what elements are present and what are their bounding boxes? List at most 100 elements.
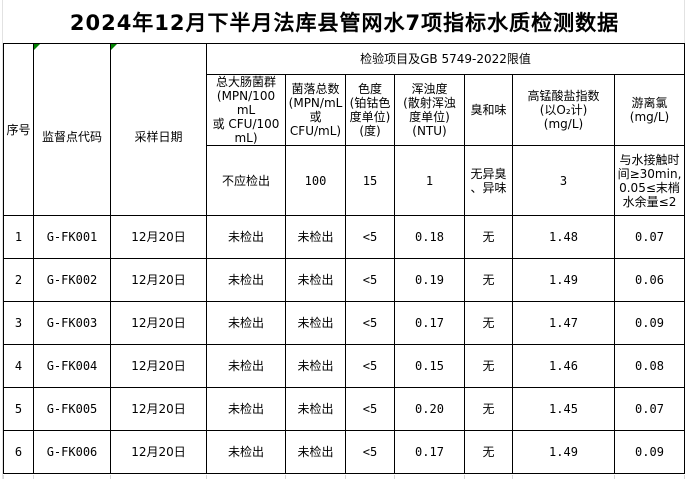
data-cell-colony: 未检出 bbox=[285, 258, 346, 302]
gridline-right bbox=[684, 0, 685, 43]
data-cell-chlorine: 0.07 bbox=[614, 215, 685, 259]
table-row: 3 G-FK003 12月20日 未检出 未检出 <5 0.17 无 1.47 … bbox=[3, 301, 685, 345]
limit-cell-coliform: 不应检出 bbox=[206, 145, 286, 216]
data-cell-coliform: 未检出 bbox=[206, 387, 286, 431]
table-row: 5 G-FK005 12月20日 未检出 未检出 <5 0.20 无 1.45 … bbox=[3, 387, 685, 431]
data-cell-color: <5 bbox=[345, 387, 395, 431]
header-row-params: 总大肠菌群 (MPN/100 mL 或 CFU/100 mL) 菌落总数 (MP… bbox=[4, 74, 685, 146]
green-corner-flag-icon bbox=[111, 44, 117, 50]
data-cell-color: <5 bbox=[345, 430, 395, 474]
data-cell-code: G-FK002 bbox=[33, 258, 111, 302]
data-cell-code: G-FK001 bbox=[33, 215, 111, 259]
data-cell-no: 1 bbox=[3, 215, 34, 259]
data-cell-code: G-FK005 bbox=[33, 387, 111, 431]
data-cell-colony: 未检出 bbox=[285, 344, 346, 388]
gridline-stub bbox=[512, 475, 513, 479]
table-row: 6 G-FK006 12月20日 未检出 未检出 <5 0.17 无 1.49 … bbox=[3, 430, 685, 474]
data-cell-chlorine: 0.06 bbox=[614, 258, 685, 302]
header-cell-site-code: 监督点代码 bbox=[33, 43, 111, 216]
header-cell-param-coliform: 总大肠菌群 (MPN/100 mL 或 CFU/100 mL) bbox=[206, 74, 286, 146]
data-cell-color: <5 bbox=[345, 215, 395, 259]
water-quality-table: 序号 监督点代码 采样日期 检验项目及GB 5749-2022限值 总大肠菌群 … bbox=[3, 43, 685, 474]
data-cell-no: 6 bbox=[3, 430, 34, 474]
data-cell-odor: 无 bbox=[464, 215, 513, 259]
data-cell-date: 12月20日 bbox=[110, 344, 207, 388]
data-cell-odor: 无 bbox=[464, 344, 513, 388]
data-cell-no: 3 bbox=[3, 301, 34, 345]
gridline-stub bbox=[285, 475, 286, 479]
data-cell-date: 12月20日 bbox=[110, 258, 207, 302]
header-row-group: 序号 监督点代码 采样日期 检验项目及GB 5749-2022限值 bbox=[3, 43, 685, 216]
data-cell-date: 12月20日 bbox=[110, 215, 207, 259]
data-cell-color: <5 bbox=[345, 344, 395, 388]
data-cell-coliform: 未检出 bbox=[206, 215, 286, 259]
data-cell-colony: 未检出 bbox=[285, 215, 346, 259]
data-cell-permanganate: 1.47 bbox=[512, 301, 615, 345]
header-cell-site-code-label: 监督点代码 bbox=[41, 129, 102, 144]
data-cell-code: G-FK006 bbox=[33, 430, 111, 474]
gridline-stub bbox=[3, 475, 4, 479]
data-cell-date: 12月20日 bbox=[110, 301, 207, 345]
data-cell-turbidity: 0.18 bbox=[394, 215, 465, 259]
header-cell-param-turbidity: 浑浊度 (散射浑浊 度单位) (NTU) bbox=[394, 74, 465, 146]
limit-cell-color: 15 bbox=[345, 145, 395, 216]
gridline-stub bbox=[206, 475, 207, 479]
limit-cell-permanganate: 3 bbox=[512, 145, 615, 216]
data-cell-permanganate: 1.48 bbox=[512, 215, 615, 259]
data-cell-colony: 未检出 bbox=[285, 387, 346, 431]
data-cell-coliform: 未检出 bbox=[206, 344, 286, 388]
data-cell-chlorine: 0.08 bbox=[614, 344, 685, 388]
data-cell-odor: 无 bbox=[464, 387, 513, 431]
data-cell-odor: 无 bbox=[464, 258, 513, 302]
data-cell-chlorine: 0.07 bbox=[614, 387, 685, 431]
data-cell-turbidity: 0.20 bbox=[394, 387, 465, 431]
data-cell-turbidity: 0.15 bbox=[394, 344, 465, 388]
gridline-left bbox=[2, 0, 3, 479]
data-cell-permanganate: 1.49 bbox=[512, 430, 615, 474]
header-cell-sample-date-label: 采样日期 bbox=[134, 129, 183, 144]
header-row-limits: 不应检出 100 15 1 无异臭 、异味 3 与水接触时 间≥30min, 0… bbox=[4, 145, 685, 216]
data-cell-permanganate: 1.49 bbox=[512, 258, 615, 302]
data-cell-color: <5 bbox=[345, 301, 395, 345]
gridline-stub bbox=[614, 475, 615, 479]
table-row: 4 G-FK004 12月20日 未检出 未检出 <5 0.15 无 1.46 … bbox=[3, 344, 685, 388]
header-cell-param-color: 色度 (铂钴色 度单位) (度) bbox=[345, 74, 395, 146]
data-cell-code: G-FK004 bbox=[33, 344, 111, 388]
header-cell-group-title: 检验项目及GB 5749-2022限值 bbox=[206, 43, 685, 75]
limit-cell-chlorine: 与水接触时 间≥30min, 0.05≤末梢 水余量≤2 bbox=[614, 145, 685, 216]
data-cell-coliform: 未检出 bbox=[206, 301, 286, 345]
data-cell-turbidity: 0.17 bbox=[394, 301, 465, 345]
limit-cell-odor: 无异臭 、异味 bbox=[464, 145, 513, 216]
data-cell-date: 12月20日 bbox=[110, 387, 207, 431]
green-corner-flag-icon bbox=[34, 44, 40, 50]
data-cell-odor: 无 bbox=[464, 301, 513, 345]
data-cell-colony: 未检出 bbox=[285, 301, 346, 345]
header-cell-sample-date: 采样日期 bbox=[110, 43, 207, 216]
data-cell-code: G-FK003 bbox=[33, 301, 111, 345]
data-cell-coliform: 未检出 bbox=[206, 430, 286, 474]
table-row: 1 G-FK001 12月20日 未检出 未检出 <5 0.18 无 1.48 … bbox=[3, 215, 685, 259]
data-cell-odor: 无 bbox=[464, 430, 513, 474]
table-row: 2 G-FK002 12月20日 未检出 未检出 <5 0.19 无 1.49 … bbox=[3, 258, 685, 302]
gridline-stub bbox=[464, 475, 465, 479]
limit-cell-colony: 100 bbox=[285, 145, 346, 216]
data-cell-turbidity: 0.19 bbox=[394, 258, 465, 302]
data-cell-turbidity: 0.17 bbox=[394, 430, 465, 474]
limit-cell-turbidity: 1 bbox=[394, 145, 465, 216]
data-cell-permanganate: 1.46 bbox=[512, 344, 615, 388]
gridline-stub bbox=[110, 475, 111, 479]
header-cell-param-permanganate: 高锰酸盐指数 (以O₂计) (mg/L) bbox=[512, 74, 615, 146]
header-cell-param-odor: 臭和味 bbox=[464, 74, 513, 146]
header-cell-param-colony: 菌落总数 (MPN/mL 或 CFU/mL) bbox=[285, 74, 346, 146]
data-cell-color: <5 bbox=[345, 258, 395, 302]
header-cell-serial: 序号 bbox=[3, 43, 34, 216]
data-cell-chlorine: 0.09 bbox=[614, 301, 685, 345]
data-cell-chlorine: 0.09 bbox=[614, 430, 685, 474]
data-cell-date: 12月20日 bbox=[110, 430, 207, 474]
gridline-stub bbox=[684, 475, 685, 479]
data-cell-no: 4 bbox=[3, 344, 34, 388]
gridline-stub bbox=[394, 475, 395, 479]
gridline-stub bbox=[345, 475, 346, 479]
page-title: 2024年12月下半月法库县管网水7项指标水质检测数据 bbox=[69, 10, 620, 35]
gridline-stub bbox=[33, 475, 34, 479]
